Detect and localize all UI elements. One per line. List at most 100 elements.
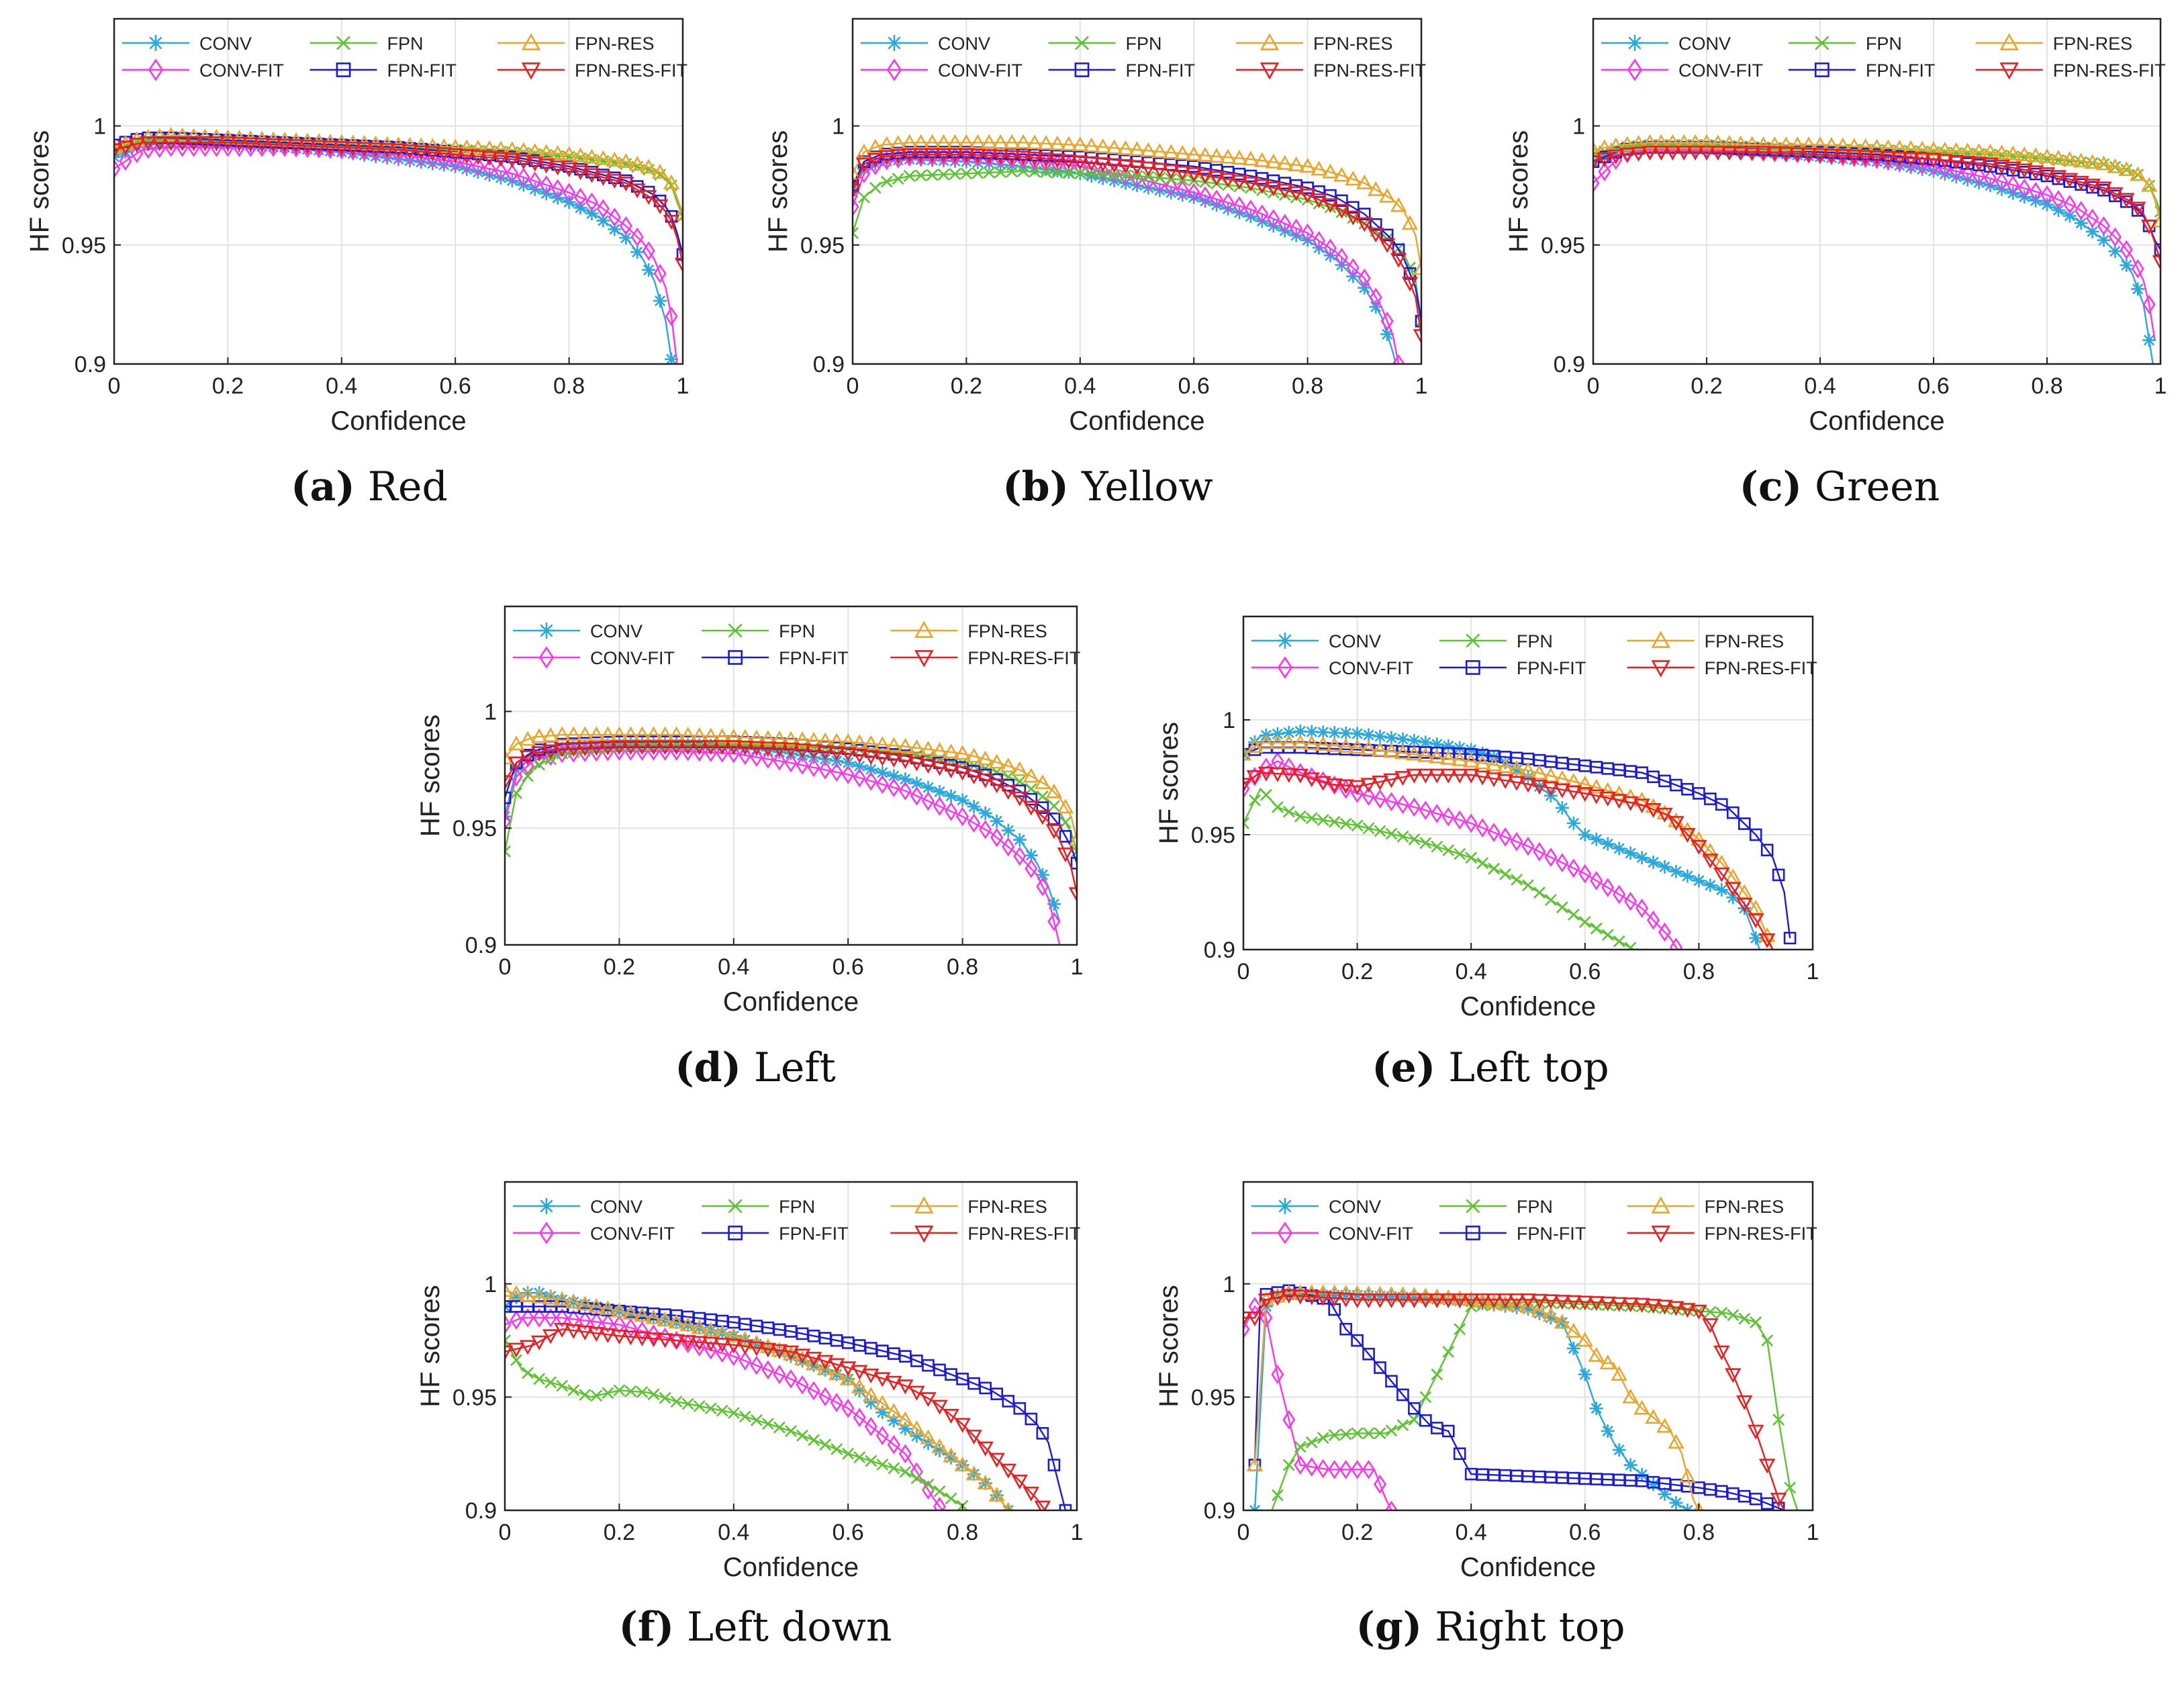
point-conv-fit: [807, 758, 820, 778]
point-fpn-res-fit: [1253, 179, 1271, 194]
point-fpn-res: [565, 726, 582, 741]
point-fpn: [693, 1400, 706, 1412]
point-conv-fit: [1658, 922, 1672, 942]
point-fpn-fit: [1453, 1447, 1466, 1460]
legend-marker-fpn-fit: [1074, 62, 1090, 77]
point-conv-fit: [1164, 177, 1178, 197]
legend-label-fpn-res: FPN-RES: [575, 34, 655, 54]
point-conv-fit: [665, 306, 678, 326]
point-fpn-res: [1269, 1287, 1286, 1303]
point-fpn-res-fit: [1622, 1297, 1639, 1313]
point-fpn-res: [1243, 745, 1252, 761]
point-fpn-res: [618, 153, 634, 168]
point-fpn-res-fit: [287, 139, 305, 154]
point-conv-fit: [624, 1318, 638, 1338]
point-conv-fit: [1141, 171, 1155, 191]
y-tick-label: 0.95: [62, 233, 106, 259]
point-fpn-res-fit: [2107, 187, 2124, 202]
point-fpn-fit: [1772, 868, 1785, 882]
point-fpn-res-fit: [1857, 150, 1874, 165]
point-fpn-res-fit: [1322, 198, 1339, 214]
legend-marker-fpn-res-fit: [1651, 1226, 1670, 1243]
point-fpn: [1385, 827, 1398, 840]
point-conv-fit: [130, 144, 144, 163]
point-fpn-res-fit: [1280, 1289, 1298, 1304]
point-fpn: [1556, 901, 1568, 913]
point-fpn-res: [954, 1456, 971, 1471]
point-fpn-res-fit: [737, 1340, 754, 1355]
point-conv: [1047, 897, 1061, 911]
point-fpn-res-fit: [1326, 1291, 1343, 1307]
panel-caption: (a) Red: [291, 463, 448, 510]
point-conv-fit: [494, 161, 508, 181]
point-fpn: [865, 1455, 877, 1467]
point-fpn-res-fit: [897, 754, 914, 770]
point-conv: [380, 151, 394, 165]
point-conv-fit: [505, 811, 512, 831]
point-fpn-res-fit: [890, 149, 906, 165]
point-fpn-res-fit: [606, 174, 623, 189]
point-conv: [1210, 198, 1224, 212]
x-tick-label: 1: [1415, 373, 1428, 399]
point-conv-fit: [119, 151, 132, 171]
point-conv-fit: [460, 154, 473, 174]
legend-label-fpn-res: FPN-RES: [1313, 34, 1393, 54]
point-fpn: [892, 173, 904, 185]
point-fpn: [727, 1407, 740, 1419]
point-fpn-res-fit: [220, 136, 236, 152]
point-fpn-res-fit: [162, 136, 179, 152]
point-fpn-fit: [1385, 1375, 1398, 1388]
point-fpn-res: [1417, 747, 1434, 762]
point-conv-fit: [1305, 1457, 1319, 1477]
point-fpn-res: [1664, 134, 1681, 149]
panel-b: 0 0.2 0.4 0.6 0.8 1 0.9 0.95 1 Confidence HF score…: [763, 17, 1428, 510]
point-conv: [1927, 164, 1940, 178]
point-fpn-res: [1766, 136, 1783, 152]
point-fpn-res-fit: [1747, 913, 1764, 929]
x-tick-label: 0.6: [833, 1520, 864, 1545]
point-fpn-res: [1462, 752, 1480, 768]
point-fpn-res: [1117, 140, 1134, 155]
x-tick-label: 1: [1807, 959, 1819, 984]
point-fpn-res-fit: [1519, 1293, 1537, 1309]
point-conv-fit: [1624, 891, 1637, 911]
point-conv: [1870, 154, 1884, 169]
point-fpn: [910, 1472, 923, 1485]
point-fpn-res: [1303, 735, 1320, 750]
point-fpn: [1131, 170, 1143, 182]
point-conv-fit: [1036, 876, 1049, 897]
point-fpn-res-fit: [947, 148, 963, 163]
point-fpn-res: [737, 729, 754, 744]
point-fpn-res-fit: [1758, 933, 1776, 948]
point-conv: [1578, 827, 1592, 841]
point-fpn-res: [481, 140, 498, 155]
point-fpn-res: [863, 1387, 880, 1402]
point-conv: [967, 800, 981, 814]
point-fpn-res-fit: [1668, 816, 1684, 831]
point-fpn-res: [1174, 144, 1191, 160]
point-fpn-res: [1542, 1307, 1560, 1322]
point-fpn: [1408, 1414, 1421, 1426]
point-conv: [510, 1290, 524, 1304]
point-fpn: [1153, 171, 1166, 184]
point-fpn-res-fit: [1185, 167, 1202, 183]
point-fpn: [522, 1367, 534, 1379]
y-axis-label: HF scores: [1154, 1285, 1184, 1407]
point-fpn: [1454, 848, 1466, 860]
series-group: [1593, 134, 2161, 364]
point-conv-fit: [773, 751, 786, 771]
point-fpn-res-fit: [702, 1336, 719, 1352]
point-conv: [1612, 1443, 1626, 1457]
point-fpn-res-fit: [1349, 1293, 1366, 1309]
point-fpn-fit: [1738, 817, 1751, 830]
point-fpn-res: [1023, 768, 1040, 783]
point-conv-fit: [875, 774, 889, 794]
point-fpn: [819, 1438, 832, 1451]
point-fpn-res: [519, 731, 536, 746]
legend-marker-fpn-res: [1260, 33, 1280, 50]
point-conv: [414, 155, 428, 169]
point-fpn-res-fit: [1645, 803, 1662, 819]
point-fpn: [1017, 165, 1030, 177]
legend-label-conv-fit: CONV-FIT: [1678, 60, 1763, 81]
point-fpn-res: [1474, 754, 1491, 770]
